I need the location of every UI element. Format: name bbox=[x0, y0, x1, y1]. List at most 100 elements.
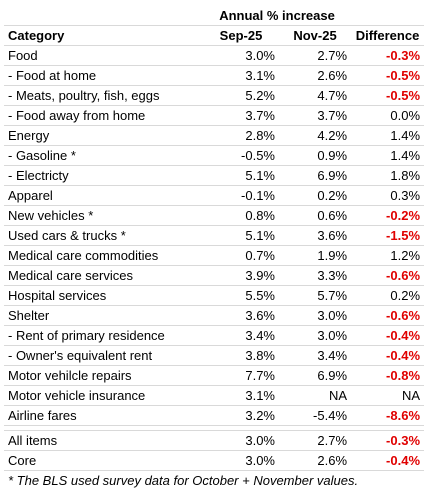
table-row: - Food away from home 3.7% 3.7% 0.0% bbox=[4, 105, 425, 126]
column-header-row: Category Sep-25 Nov-25 Difference bbox=[4, 25, 425, 46]
row-difference: -0.4% bbox=[351, 345, 425, 366]
row-nov-value: 3.3% bbox=[279, 265, 352, 286]
row-difference: -0.5% bbox=[351, 85, 425, 106]
row-nov-value: 5.7% bbox=[279, 285, 352, 306]
row-category: Shelter bbox=[4, 305, 203, 326]
row-nov-value: 6.9% bbox=[279, 165, 352, 186]
row-sep-value: 3.0% bbox=[203, 430, 279, 451]
table-row: All items 3.0% 2.7% -0.3% bbox=[4, 430, 425, 451]
row-category: Energy bbox=[4, 125, 203, 146]
row-category: New vehicles * bbox=[4, 205, 203, 226]
row-difference: 0.2% bbox=[351, 285, 425, 306]
row-difference: 0.0% bbox=[351, 105, 425, 126]
row-sep-value: 3.2% bbox=[203, 405, 279, 426]
spacer-cell bbox=[4, 425, 425, 431]
row-sep-value: 3.4% bbox=[203, 325, 279, 346]
row-difference: 1.4% bbox=[351, 125, 425, 146]
row-difference: NA bbox=[351, 385, 425, 406]
row-sep-value: 3.9% bbox=[203, 265, 279, 286]
row-category: - Food at home bbox=[4, 65, 203, 86]
row-nov-value: 0.2% bbox=[279, 185, 352, 206]
table-row: New vehicles * 0.8% 0.6% -0.2% bbox=[4, 205, 425, 226]
row-category: - Meats, poultry, fish, eggs bbox=[4, 85, 203, 106]
row-sep-value: 3.0% bbox=[203, 45, 279, 66]
row-category: - Owner's equivalent rent bbox=[4, 345, 203, 366]
row-sep-value: 7.7% bbox=[203, 365, 279, 386]
row-sep-value: 3.8% bbox=[203, 345, 279, 366]
row-nov-value: 3.6% bbox=[279, 225, 352, 246]
table-row: Hospital services 5.5% 5.7% 0.2% bbox=[4, 285, 425, 306]
row-sep-value: 5.1% bbox=[203, 165, 279, 186]
table-row: Core 3.0% 2.6% -0.4% bbox=[4, 450, 425, 471]
group-header-row: Annual % increase bbox=[4, 6, 425, 26]
table-row: - Rent of primary residence 3.4% 3.0% -0.4% bbox=[4, 325, 425, 346]
table-row: Airline fares 3.2% -5.4% -8.6% bbox=[4, 405, 425, 426]
row-sep-value: 5.5% bbox=[203, 285, 279, 306]
row-difference: -0.2% bbox=[351, 205, 425, 226]
row-sep-value: 3.0% bbox=[203, 450, 279, 471]
row-sep-value: -0.1% bbox=[203, 185, 279, 206]
row-category: Apparel bbox=[4, 185, 203, 206]
table-row: - Meats, poultry, fish, eggs 5.2% 4.7% -0.5… bbox=[4, 85, 425, 106]
row-nov-value: 2.6% bbox=[279, 450, 352, 471]
table-row: Apparel -0.1% 0.2% 0.3% bbox=[4, 185, 425, 206]
row-nov-value: 0.6% bbox=[279, 205, 352, 226]
group-header-label: Annual % increase bbox=[203, 6, 352, 26]
col-header-nov: Nov-25 bbox=[279, 25, 352, 46]
row-nov-value: 4.2% bbox=[279, 125, 352, 146]
row-nov-value: 3.4% bbox=[279, 345, 352, 366]
row-sep-value: 2.8% bbox=[203, 125, 279, 146]
footnote-row: * The BLS used survey data for October +… bbox=[4, 471, 424, 491]
row-difference: 1.8% bbox=[351, 165, 425, 186]
table-row: - Gasoline * -0.5% 0.9% 1.4% bbox=[4, 145, 425, 166]
footnote: * The BLS used survey data for October +… bbox=[8, 473, 359, 488]
row-nov-value: 2.6% bbox=[279, 65, 352, 86]
row-category: - Gasoline * bbox=[4, 145, 203, 166]
row-difference: 1.4% bbox=[351, 145, 425, 166]
row-nov-value: 3.0% bbox=[279, 325, 352, 346]
table-row: Motor vehilcle repairs 7.7% 6.9% -0.8% bbox=[4, 365, 425, 386]
row-difference: -8.6% bbox=[351, 405, 425, 426]
row-difference: -0.4% bbox=[351, 450, 425, 471]
row-nov-value: 3.7% bbox=[279, 105, 352, 126]
row-sep-value: 5.2% bbox=[203, 85, 279, 106]
row-sep-value: 3.6% bbox=[203, 305, 279, 326]
table-row: - Electricty 5.1% 6.9% 1.8% bbox=[4, 165, 425, 186]
row-sep-value: 3.7% bbox=[203, 105, 279, 126]
row-nov-value: 6.9% bbox=[279, 365, 352, 386]
row-nov-value: -5.4% bbox=[279, 405, 352, 426]
row-category: Airline fares bbox=[4, 405, 203, 426]
row-category: - Rent of primary residence bbox=[4, 325, 203, 346]
row-difference: -0.8% bbox=[351, 365, 425, 386]
row-category: Core bbox=[4, 450, 203, 471]
row-category: Used cars & trucks * bbox=[4, 225, 203, 246]
row-nov-value: 3.0% bbox=[279, 305, 352, 326]
row-category: Medical care services bbox=[4, 265, 203, 286]
table-row: Food 3.0% 2.7% -0.3% bbox=[4, 45, 425, 66]
section-spacer bbox=[4, 425, 425, 431]
row-difference: -0.3% bbox=[351, 45, 425, 66]
col-header-difference: Difference bbox=[351, 25, 425, 46]
row-sep-value: 3.1% bbox=[203, 385, 279, 406]
row-sep-value: 3.1% bbox=[203, 65, 279, 86]
row-nov-value: NA bbox=[279, 385, 352, 406]
row-sep-value: 0.8% bbox=[203, 205, 279, 226]
table-row: Medical care services 3.9% 3.3% -0.6% bbox=[4, 265, 425, 286]
table-row: Shelter 3.6% 3.0% -0.6% bbox=[4, 305, 425, 326]
row-category: Motor vehicle insurance bbox=[4, 385, 203, 406]
row-difference: -0.5% bbox=[351, 65, 425, 86]
col-header-category: Category bbox=[4, 25, 203, 46]
row-difference: -0.4% bbox=[351, 325, 425, 346]
table-row: Used cars & trucks * 5.1% 3.6% -1.5% bbox=[4, 225, 425, 246]
row-category: All items bbox=[4, 430, 203, 451]
row-sep-value: 0.7% bbox=[203, 245, 279, 266]
row-difference: -0.6% bbox=[351, 305, 425, 326]
row-nov-value: 1.9% bbox=[279, 245, 352, 266]
row-difference: 1.2% bbox=[351, 245, 425, 266]
cpi-comparison-sheet: Annual % increase Category Sep-25 Nov-25… bbox=[4, 6, 425, 491]
cpi-table: Annual % increase Category Sep-25 Nov-25… bbox=[4, 6, 425, 491]
table-row: - Owner's equivalent rent 3.8% 3.4% -0.4% bbox=[4, 345, 425, 366]
table-row: Medical care commodities 0.7% 1.9% 1.2% bbox=[4, 245, 425, 266]
group-header-empty-right bbox=[351, 6, 425, 26]
row-nov-value: 2.7% bbox=[279, 430, 352, 451]
